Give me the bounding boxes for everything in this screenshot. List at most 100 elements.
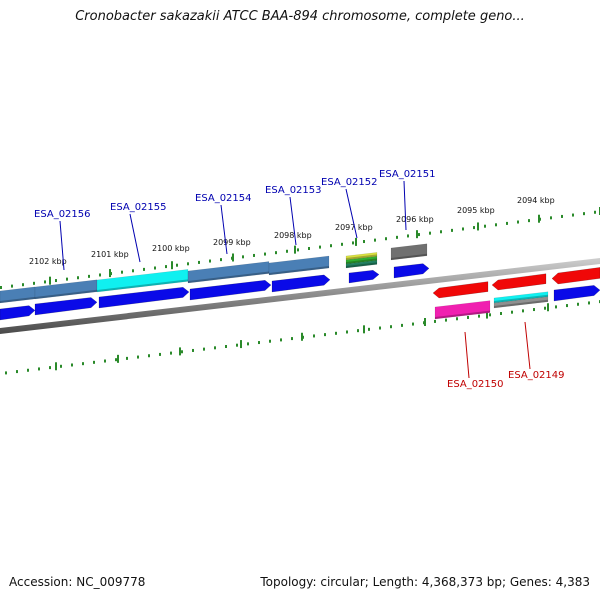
tick-dot <box>269 339 271 343</box>
major-tick <box>179 347 181 356</box>
major-tick <box>547 303 549 312</box>
gene-band-02156-left-shade <box>0 296 35 303</box>
tick-dot <box>148 354 150 358</box>
tick-dot <box>93 360 95 364</box>
tick-dot <box>363 240 365 244</box>
tick-dot <box>357 329 359 333</box>
tick-dot <box>242 255 244 259</box>
tick-dot <box>286 249 288 253</box>
tick-dot <box>22 283 24 287</box>
tick-dot <box>264 252 266 256</box>
tick-dot <box>203 347 205 351</box>
tick-dot <box>341 242 343 246</box>
tick-dot <box>280 338 282 342</box>
gene-arrow-02149 <box>491 273 547 291</box>
major-tick <box>171 261 173 270</box>
tick-dot <box>33 281 35 285</box>
tick-dot <box>49 366 51 370</box>
gene-leader-line <box>345 188 358 239</box>
tick-dot <box>209 259 211 263</box>
tick-dot <box>374 238 376 242</box>
tick-dot <box>16 370 18 374</box>
tick-dot <box>368 327 370 331</box>
gene-label: ESA_02156 <box>34 209 91 220</box>
major-tick <box>363 325 365 334</box>
gene-band-02152-c-shade <box>346 262 377 268</box>
accession-text: Accession: NC_009778 <box>9 575 146 589</box>
tick-dot <box>275 251 277 255</box>
gene-label: ESA_02151 <box>379 169 436 180</box>
tick-dot <box>561 214 563 218</box>
tick-dot <box>181 350 183 354</box>
tick-dot <box>522 309 524 313</box>
gene-band-02152-b-shade <box>346 258 377 264</box>
major-tick <box>301 332 303 341</box>
tick-dot <box>44 280 46 284</box>
tick-dot <box>412 322 414 326</box>
gene-band-02152-a <box>345 252 378 261</box>
gene-band-02154-shade <box>188 271 269 283</box>
tick-dot <box>594 210 596 214</box>
tick-dot <box>126 356 128 360</box>
upper-tick-track <box>0 207 600 289</box>
tick-dot <box>390 325 392 329</box>
gene-band-02153-shade <box>269 266 329 275</box>
tick-dot <box>313 334 315 338</box>
gene-band-02150-shade <box>435 310 490 319</box>
gene-band-02155-shade <box>97 279 188 292</box>
tick-dot <box>467 315 469 319</box>
gene-label: ESA_02154 <box>195 193 252 204</box>
tick-dot <box>77 276 79 280</box>
tick-dot <box>27 368 29 372</box>
tick-dot <box>5 371 7 375</box>
gene-label: ESA_02153 <box>265 185 322 196</box>
tick-dot <box>544 306 546 310</box>
tick-dot <box>566 304 568 308</box>
tick-dot <box>434 319 436 323</box>
major-tick <box>117 354 119 363</box>
tick-dot <box>500 312 502 315</box>
gene-arrow-02157 <box>0 305 36 321</box>
tick-dot <box>588 301 590 305</box>
tick-dot <box>132 269 134 273</box>
major-tick <box>49 276 51 285</box>
tick-dot <box>528 219 530 223</box>
gene-label: ESA_02149 <box>508 370 565 381</box>
tick-dot <box>82 362 84 366</box>
gene-leader-line <box>129 213 141 263</box>
tick-dot <box>247 342 249 346</box>
tick-dot <box>473 226 475 230</box>
tick-dot <box>225 345 227 348</box>
tick-dot <box>319 245 321 249</box>
kbp-tick-label: 2096 kbp <box>396 215 434 224</box>
major-tick <box>355 237 357 246</box>
tick-dot <box>577 302 579 306</box>
gene-band-02152-c <box>345 260 378 269</box>
gene-leader-line <box>464 331 470 379</box>
tick-dot <box>429 231 431 235</box>
tick-dot <box>198 260 200 264</box>
tick-dot <box>99 273 101 277</box>
kbp-tick-label: 2095 kbp <box>457 206 495 215</box>
gene-band-02152-a-shade <box>346 254 377 260</box>
tick-dot <box>38 367 40 371</box>
kbp-tick-label: 2102 kbp <box>29 257 67 266</box>
tick-dot <box>55 279 57 283</box>
tick-dot <box>71 363 73 367</box>
gene-leader-line <box>289 196 297 246</box>
gene-arrow-02156 <box>34 297 98 316</box>
gene-band-02151-shade <box>391 253 427 260</box>
tick-dot <box>489 313 491 317</box>
gene-label: ESA_02152 <box>321 177 378 188</box>
topology-text: Topology: circular; Length: 4,368,373 bp… <box>260 575 590 589</box>
gene-band-02149-b <box>493 296 549 309</box>
kbp-tick-label: 2098 kbp <box>274 231 312 240</box>
gene-arrow-02150 <box>432 281 489 299</box>
tick-dot <box>143 267 145 271</box>
gene-leader-line <box>220 204 228 255</box>
tick-dot <box>385 237 387 241</box>
major-tick <box>55 362 57 371</box>
lower-tick-track <box>5 300 600 375</box>
major-tick <box>416 230 418 239</box>
